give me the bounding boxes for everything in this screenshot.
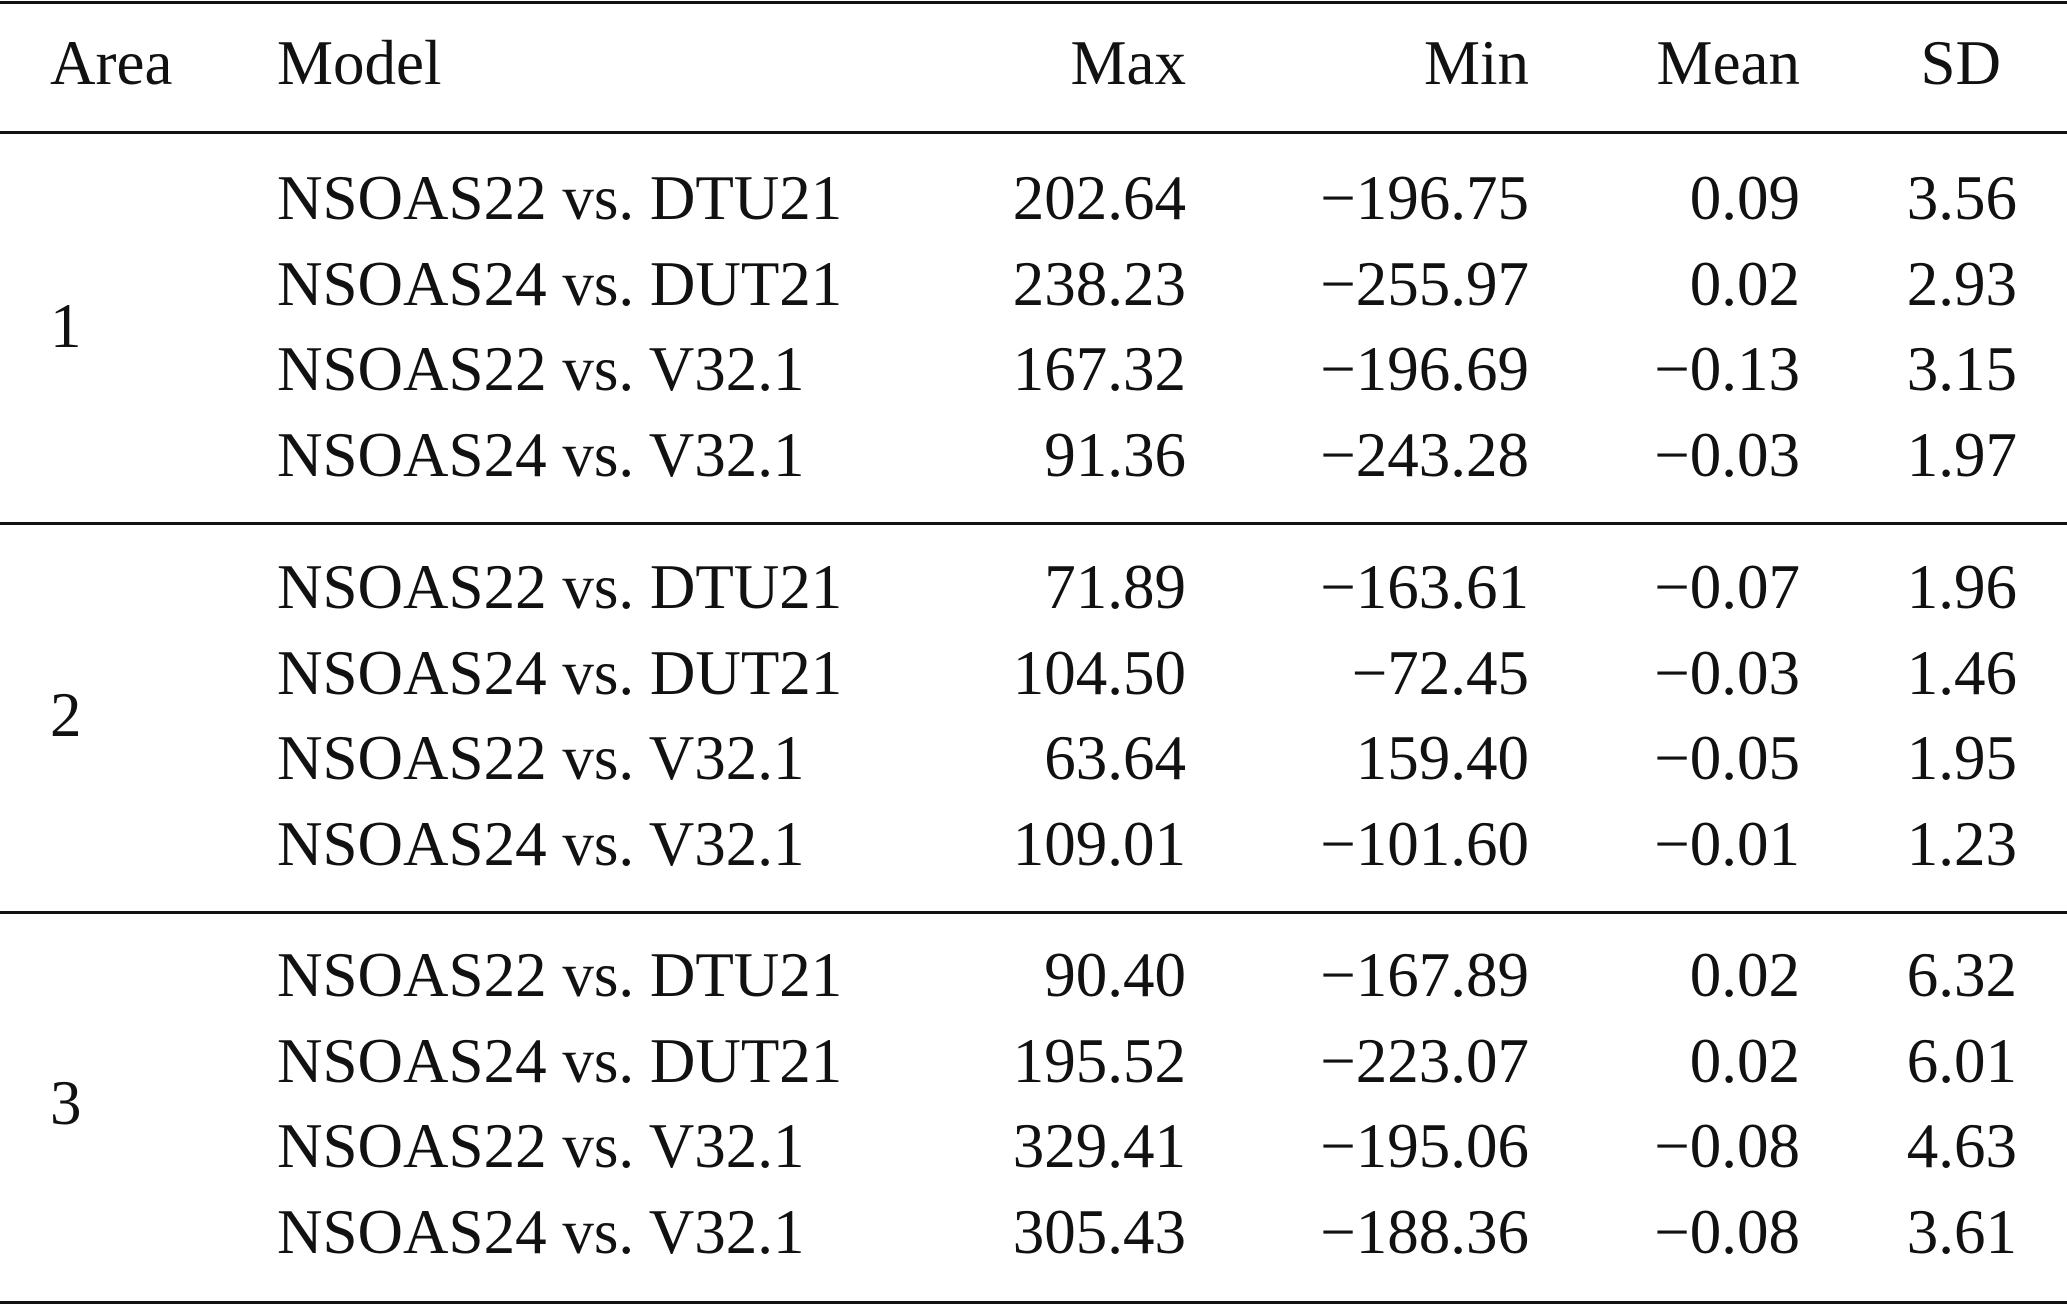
model-cell: NSOAS22 vs. V32.1 <box>277 334 805 405</box>
model-cell: NSOAS22 vs. DTU21 <box>277 940 843 1010</box>
value-cell: −0.05 <box>1654 723 1800 794</box>
value-cell: 6.01 <box>1906 1025 2017 1096</box>
model-cell: NSOAS24 vs. DUT21 <box>277 248 843 319</box>
value-cell: −0.07 <box>1654 552 1800 622</box>
value-cell: −255.97 <box>1320 248 1529 319</box>
model-cell: NSOAS22 vs. V32.1 <box>277 1111 805 1182</box>
header-cell: Area <box>50 28 173 98</box>
table-rule <box>0 910 2067 914</box>
value-cell: −0.03 <box>1654 637 1800 708</box>
value-cell: −188.36 <box>1320 1196 1529 1267</box>
value-cell: 3.61 <box>1906 1196 2017 1267</box>
table-rule <box>0 131 2067 134</box>
value-cell: 329.41 <box>1012 1111 1186 1182</box>
value-cell: 104.50 <box>1012 637 1186 708</box>
value-cell: −72.45 <box>1351 637 1529 708</box>
area-label: 2 <box>50 680 82 751</box>
table-rule <box>0 1 2067 4</box>
value-cell: −167.89 <box>1320 940 1529 1010</box>
value-cell: 2.93 <box>1906 248 2017 319</box>
value-cell: 159.40 <box>1355 723 1529 794</box>
area-label: 1 <box>50 291 82 362</box>
model-cell: NSOAS24 vs. V32.1 <box>277 808 805 879</box>
value-cell: −0.08 <box>1654 1196 1800 1267</box>
area-label: 3 <box>50 1068 82 1139</box>
value-cell: 305.43 <box>1012 1196 1186 1267</box>
header-cell: Min <box>1423 28 1529 98</box>
header-cell: SD <box>1920 28 2001 98</box>
value-cell: 3.56 <box>1906 163 2017 233</box>
header-cell: Model <box>277 28 442 98</box>
table-rule <box>0 1301 2067 1304</box>
value-cell: 0.02 <box>1689 1025 1800 1096</box>
value-cell: 1.96 <box>1906 552 2017 622</box>
value-cell: 0.09 <box>1689 163 1800 233</box>
value-cell: 3.15 <box>1906 334 2017 405</box>
model-cell: NSOAS22 vs. DTU21 <box>277 552 843 622</box>
value-cell: 195.52 <box>1012 1025 1186 1096</box>
value-cell: −101.60 <box>1320 808 1529 879</box>
value-cell: 90.40 <box>1044 940 1186 1010</box>
model-cell: NSOAS24 vs. DUT21 <box>277 637 843 708</box>
table-rule <box>0 521 2067 525</box>
value-cell: 63.64 <box>1044 723 1186 794</box>
value-cell: −0.01 <box>1654 808 1800 879</box>
model-cell: NSOAS22 vs. DTU21 <box>277 163 843 233</box>
value-cell: −163.61 <box>1320 552 1529 622</box>
value-cell: 167.32 <box>1012 334 1186 405</box>
value-cell: 71.89 <box>1044 552 1186 622</box>
value-cell: 202.64 <box>1012 163 1186 233</box>
value-cell: 6.32 <box>1906 940 2017 1010</box>
model-cell: NSOAS24 vs. V32.1 <box>277 419 805 490</box>
value-cell: −0.13 <box>1654 334 1800 405</box>
value-cell: 1.46 <box>1906 637 2017 708</box>
value-cell: −0.08 <box>1654 1111 1800 1182</box>
value-cell: −196.75 <box>1320 163 1529 233</box>
value-cell: 109.01 <box>1012 808 1186 879</box>
value-cell: −223.07 <box>1320 1025 1529 1096</box>
value-cell: 0.02 <box>1689 940 1800 1010</box>
value-cell: −243.28 <box>1320 419 1529 490</box>
value-cell: 238.23 <box>1012 248 1186 319</box>
header-cell: Max <box>1070 28 1186 98</box>
model-cell: NSOAS22 vs. V32.1 <box>277 723 805 794</box>
value-cell: 1.23 <box>1906 808 2017 879</box>
value-cell: −196.69 <box>1320 334 1529 405</box>
model-cell: NSOAS24 vs. V32.1 <box>277 1196 805 1267</box>
value-cell: 4.63 <box>1906 1111 2017 1182</box>
model-cell: NSOAS24 vs. DUT21 <box>277 1025 843 1096</box>
value-cell: 91.36 <box>1044 419 1186 490</box>
value-cell: 1.97 <box>1906 419 2017 490</box>
value-cell: 1.95 <box>1906 723 2017 794</box>
value-cell: 0.02 <box>1689 248 1800 319</box>
value-cell: −195.06 <box>1320 1111 1529 1182</box>
value-cell: −0.03 <box>1654 419 1800 490</box>
header-cell: Mean <box>1656 28 1800 98</box>
